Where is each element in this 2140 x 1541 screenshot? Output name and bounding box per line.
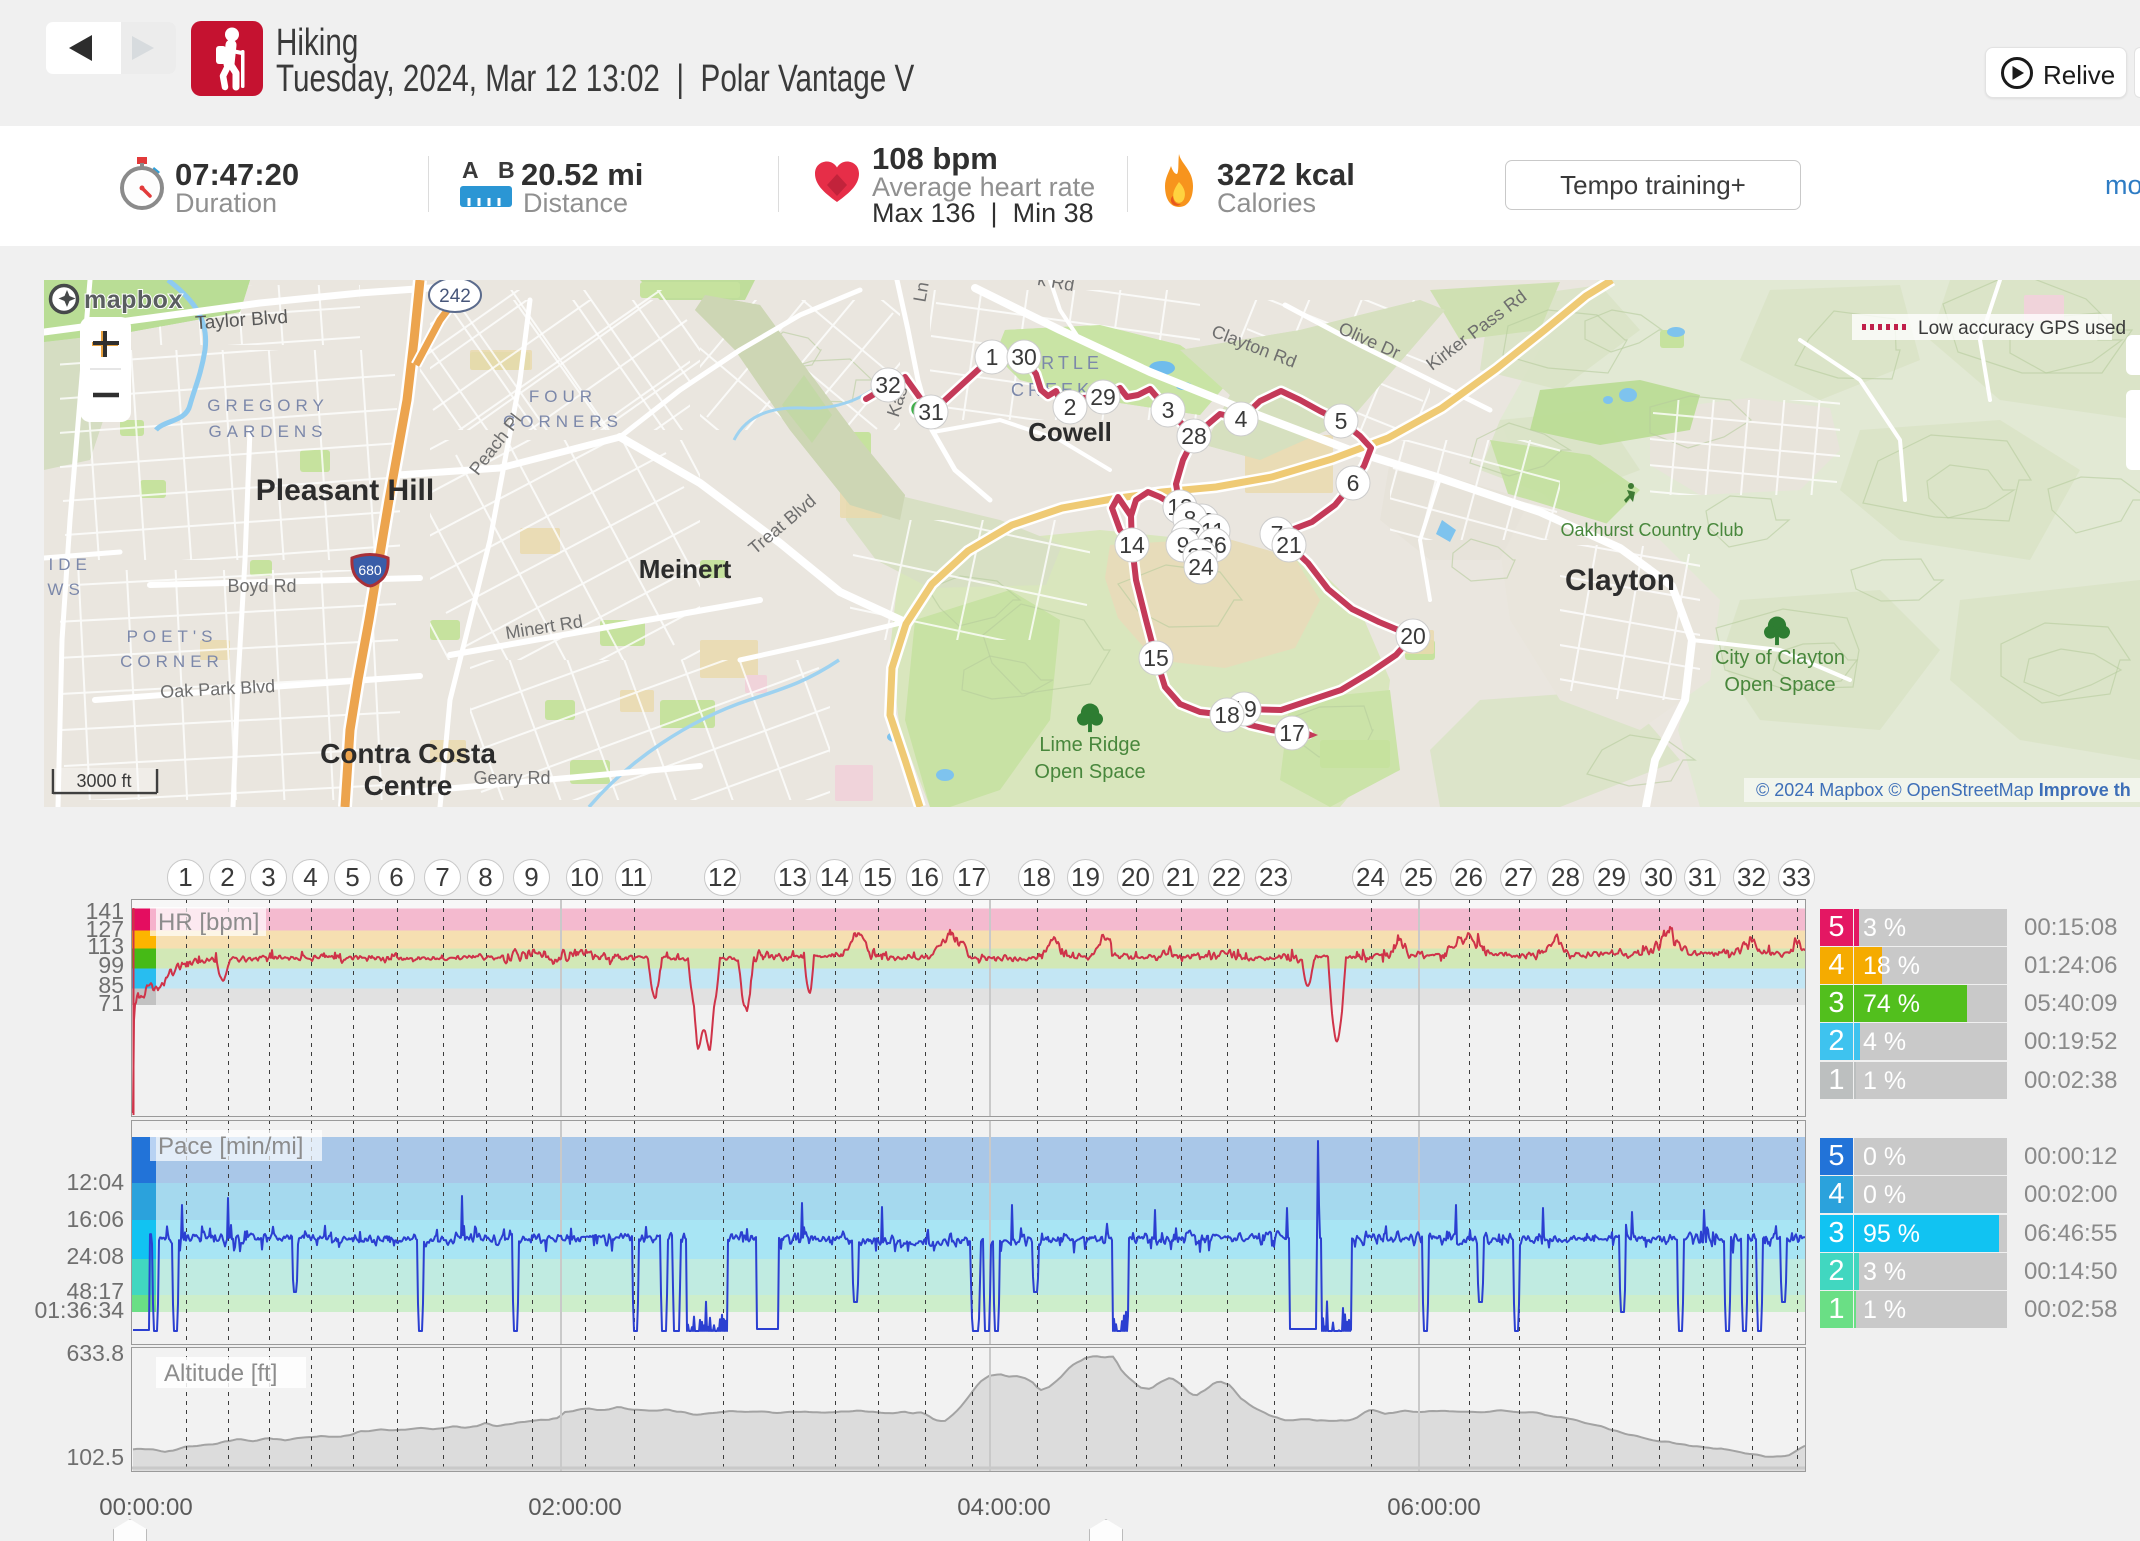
svg-text:GARDENS: GARDENS: [208, 422, 327, 441]
svg-text:GREGORY: GREGORY: [207, 396, 329, 415]
svg-text:A: A: [462, 158, 479, 183]
svg-text:Open Space: Open Space: [1034, 761, 1145, 783]
svg-text:3000 ft: 3000 ft: [76, 771, 131, 791]
svg-text:POET'S: POET'S: [127, 627, 218, 646]
svg-text:© 2024 Mapbox © OpenStreetMap: © 2024 Mapbox © OpenStreetMap Improve th: [1756, 780, 2131, 800]
svg-text:CORNER: CORNER: [120, 652, 224, 671]
svg-text:Open Space: Open Space: [1724, 674, 1835, 696]
svg-text:14: 14: [1119, 532, 1145, 558]
svg-text:6: 6: [1347, 470, 1360, 496]
svg-text:2: 2: [1064, 394, 1077, 420]
svg-text:Pace [min/mi]: Pace [min/mi]: [158, 1133, 303, 1160]
svg-text:Low accuracy GPS used: Low accuracy GPS used: [1918, 318, 2126, 339]
svg-text:29: 29: [1090, 384, 1116, 410]
svg-text:Pleasant Hill: Pleasant Hill: [256, 474, 434, 507]
svg-text:SIDE: SIDE: [44, 555, 92, 574]
svg-text:Boyd Rd: Boyd Rd: [227, 576, 296, 596]
svg-text:Contra Costa: Contra Costa: [320, 738, 496, 769]
svg-text:B: B: [498, 158, 514, 183]
svg-text:Meinert: Meinert: [639, 554, 732, 584]
svg-text:21: 21: [1276, 532, 1302, 558]
svg-text:Ln: Ln: [910, 280, 933, 303]
svg-text:CORNERS: CORNERS: [503, 412, 623, 431]
svg-text:20: 20: [1400, 623, 1426, 649]
svg-text:31: 31: [918, 399, 944, 425]
svg-text:Centre: Centre: [364, 770, 453, 801]
svg-text:242: 242: [439, 286, 471, 307]
svg-text:15: 15: [1143, 645, 1169, 671]
svg-text:4: 4: [1235, 406, 1248, 432]
svg-text:680: 680: [358, 562, 382, 578]
svg-text:City of Clayton: City of Clayton: [1715, 647, 1845, 669]
svg-text:Lime Ridge: Lime Ridge: [1039, 734, 1140, 756]
svg-text:Oakhurst Country Club: Oakhurst Country Club: [1560, 520, 1743, 540]
svg-text:5: 5: [1335, 408, 1348, 434]
svg-text:1: 1: [986, 344, 999, 370]
svg-text:30: 30: [1011, 344, 1037, 370]
svg-text:Altitude [ft]: Altitude [ft]: [164, 1360, 277, 1387]
svg-text:Geary Rd: Geary Rd: [473, 768, 550, 788]
svg-text:Clayton: Clayton: [1565, 564, 1675, 597]
svg-text:FOUR: FOUR: [529, 387, 597, 406]
svg-text:OWS: OWS: [44, 580, 85, 599]
svg-text:24: 24: [1188, 554, 1214, 580]
svg-text:HR [bpm]: HR [bpm]: [158, 909, 259, 936]
svg-text:32: 32: [875, 372, 901, 398]
svg-text:28: 28: [1181, 423, 1207, 449]
svg-text:mapbox: mapbox: [84, 286, 183, 314]
svg-text:3: 3: [1162, 397, 1175, 423]
svg-text:17: 17: [1279, 720, 1305, 746]
svg-text:18: 18: [1214, 702, 1240, 728]
